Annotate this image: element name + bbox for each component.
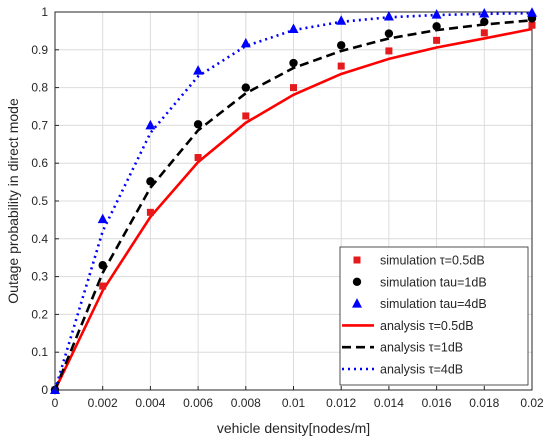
x-tick-label: 0	[52, 396, 59, 410]
data-point	[336, 15, 347, 25]
data-point	[242, 112, 250, 120]
data-point	[241, 83, 250, 92]
data-point	[385, 47, 393, 55]
data-point	[99, 282, 107, 290]
y-tick-label: 0.6	[31, 156, 48, 170]
axis-ticks: 0 0.002 0.004 0.006 0.008 0.01 0.012 0.014 0.016…	[31, 5, 544, 410]
y-tick-label: 0.1	[31, 345, 48, 359]
data-point	[528, 21, 536, 29]
legend-label: analysis τ=4dB	[380, 363, 463, 377]
series-line-group	[53, 19, 533, 391]
data-point	[240, 37, 251, 48]
y-tick-label: 0.4	[31, 232, 48, 246]
series-line-group	[53, 27, 533, 391]
x-tick-label: 0.008	[231, 396, 261, 410]
legend-item: analysis τ=1dB	[342, 341, 463, 355]
y-tick-label: 0.2	[31, 307, 48, 321]
data-point	[290, 84, 297, 92]
legend-marker	[352, 298, 362, 308]
data-point	[193, 65, 204, 75]
x-axis-label: vehicle density[nodes/m]	[217, 420, 370, 436]
legend-marker	[352, 277, 362, 286]
x-tick-label: 0.016	[422, 396, 452, 410]
y-tick-label: 0.3	[31, 270, 48, 284]
legend-label: simulation tau=4dB	[380, 297, 487, 311]
data-point	[289, 58, 298, 68]
series-line	[53, 27, 533, 391]
y-tick-label: 0.5	[31, 194, 48, 208]
x-tick-label: 0.012	[326, 396, 356, 410]
x-tick-label: 0.006	[183, 396, 213, 410]
legend-marker	[353, 256, 361, 264]
legend-item: simulation tau=4dB	[352, 297, 487, 311]
legend-item: analysis τ=4dB	[342, 363, 463, 377]
x-tick-label: 0.01	[282, 396, 306, 410]
data-point	[337, 62, 345, 70]
y-tick-label: 0.7	[31, 118, 48, 132]
legend: simulation τ=0.5dB simulation tau=1dB simu…	[339, 246, 529, 386]
data-point	[480, 17, 489, 27]
data-point	[431, 9, 442, 19]
data-point	[288, 23, 299, 34]
y-tick-label: 0	[41, 383, 48, 397]
x-tick-label: 0.018	[469, 396, 499, 410]
data-point	[193, 120, 203, 129]
data-point	[383, 11, 394, 21]
data-point	[433, 36, 441, 44]
data-point	[145, 119, 156, 130]
legend-label: analysis τ=0.5dB	[380, 319, 474, 333]
data-point	[97, 213, 108, 224]
x-tick-label: 0.014	[374, 396, 404, 410]
legend-label: analysis τ=1dB	[380, 341, 463, 355]
x-tick-label: 0.002	[88, 396, 118, 410]
series-layer	[50, 7, 537, 395]
legend-item: simulation τ=0.5dB	[353, 254, 485, 268]
y-tick-label: 1	[41, 5, 48, 19]
legend-item: simulation tau=1dB	[352, 275, 487, 289]
data-point	[384, 29, 394, 38]
data-point	[337, 41, 346, 50]
legend-item: analysis τ=0.5dB	[342, 319, 474, 333]
y-tick-label: 0.9	[31, 43, 48, 57]
series-line	[53, 19, 533, 391]
x-tick-label: 0.02	[520, 396, 544, 410]
legend-box	[339, 246, 529, 386]
data-point	[527, 7, 537, 17]
data-point	[479, 8, 490, 18]
legend-label: simulation tau=1dB	[380, 275, 487, 289]
data-point	[194, 154, 202, 162]
data-point	[432, 22, 441, 31]
y-axis-label: Outage probability in direct mode	[5, 98, 21, 304]
data-point	[146, 177, 155, 186]
x-tick-label: 0.004	[135, 396, 165, 410]
legend-label: simulation τ=0.5dB	[380, 254, 485, 268]
y-tick-label: 0.8	[31, 81, 48, 95]
data-point	[98, 261, 107, 270]
data-point	[480, 29, 488, 37]
data-point	[146, 208, 154, 216]
series-marker-group	[50, 7, 537, 394]
